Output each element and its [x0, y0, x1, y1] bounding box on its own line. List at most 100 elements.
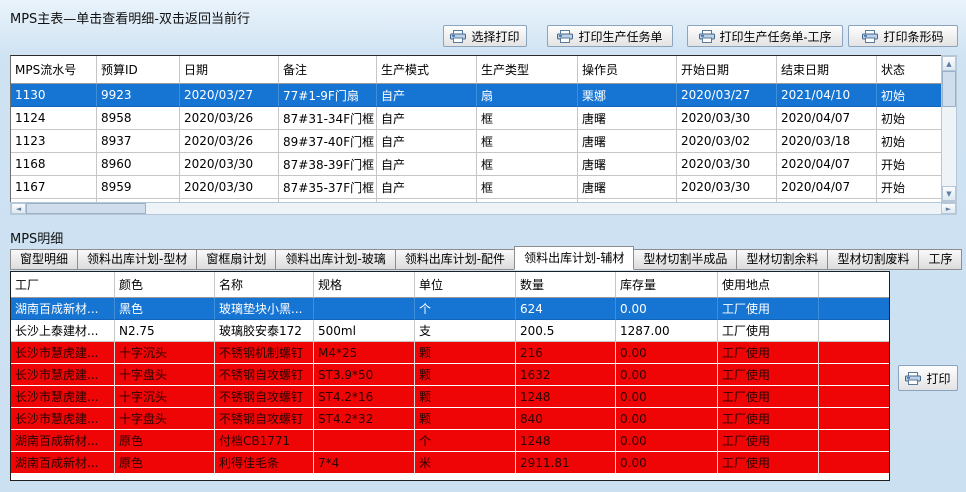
detail-col-header-7[interactable]: 使用地点 — [718, 272, 819, 298]
mps-partial-cell — [578, 199, 677, 203]
detail-table-row[interactable]: 长沙市慧虎建... 十字盘头 不锈钢自攻螺钉 ST3.9*50 颗 1632 0.00 工厂使… — [11, 364, 889, 386]
mps-cell-r3c4: 自产 — [377, 153, 477, 176]
mps-col-header-5[interactable]: 生产类型 — [477, 56, 578, 84]
detail-cell-r0c7: 工厂使用 — [718, 298, 819, 320]
mps-col-header-0[interactable]: MPS流水号 — [11, 56, 97, 84]
mps-cell-r2c4: 自产 — [377, 130, 477, 153]
mps-master-body: 1130 9923 2020/03/27 77#1-9F门扇 自产扇栗娜 2020/03/… — [11, 84, 942, 203]
button-label: 打印生产任务单 — [578, 29, 663, 44]
detail-cell-r6c7: 工厂使用 — [718, 430, 819, 452]
mps-cell-r2c8: 2020/03/18 — [777, 130, 877, 153]
scroll-right-icon[interactable]: ► — [941, 203, 956, 214]
detail-table-row[interactable]: 长沙市慧虎建... 十字沉头 不锈钢机制螺钉 M4*25 颗 216 0.00 工厂使用 — [11, 342, 889, 364]
detail-cell-r7c1: 原色 — [115, 452, 215, 474]
scroll-up-icon[interactable]: ▲ — [942, 56, 956, 71]
mps-col-header-7[interactable]: 开始日期 — [677, 56, 777, 84]
mps-cell-r2c0: 1123 — [11, 130, 97, 153]
detail-tab-6[interactable]: 型材切割半成品 — [633, 249, 738, 270]
mps-cell-r1c2: 2020/03/26 — [180, 107, 279, 130]
printer-icon — [557, 29, 574, 43]
mps-cell-r2c3: 89#37-40F门框 — [279, 130, 377, 153]
detail-cell-r7c3: 7*4 — [314, 452, 415, 474]
detail-table-row[interactable]: 长沙市慧虎建... 十字沉头 不锈钢自攻螺钉 ST4.2*16 颗 1248 0.00 工厂使… — [11, 386, 889, 408]
mps-col-header-9[interactable]: 状态 — [877, 56, 942, 84]
detail-cell-r1c2: 玻璃胶安泰172 — [215, 320, 314, 342]
mps-col-header-4[interactable]: 生产模式 — [377, 56, 477, 84]
mps-col-header-1[interactable]: 预算ID — [97, 56, 180, 84]
mps-cell-r0c3: 77#1-9F门扇 — [279, 84, 377, 107]
horizontal-scroll-track[interactable] — [146, 203, 941, 214]
print-task-order-button[interactable]: 打印生产任务单 — [547, 25, 673, 47]
detail-col-header-6[interactable]: 库存量 — [616, 272, 718, 298]
detail-col-header-2[interactable]: 名称 — [215, 272, 314, 298]
detail-table-row[interactable]: 长沙上泰建材... N2.75 玻璃胶安泰172 500ml 支 200.5 1287.00… — [11, 320, 889, 342]
mps-partial-cell — [377, 199, 477, 203]
scroll-left-icon[interactable]: ◄ — [11, 203, 26, 214]
select-print-button[interactable]: 选择打印 — [443, 25, 527, 47]
detail-tab-4[interactable]: 领料出库计划-配件 — [394, 249, 516, 270]
detail-tab-5[interactable]: 领料出库计划-辅材 — [514, 246, 635, 270]
mps-col-header-2[interactable]: 日期 — [180, 56, 279, 84]
detail-tab-0[interactable]: 窗型明细 — [10, 249, 79, 270]
detail-cell-r3c1: 十字盘头 — [115, 364, 215, 386]
detail-tab-2[interactable]: 窗框扇计划 — [196, 249, 277, 270]
detail-table-row[interactable]: 长沙市慧虎建... 十字盘头 不锈钢自攻螺钉 ST4.2*32 颗 840 0.00 工厂使用 — [11, 408, 889, 430]
detail-cell-r3c4: 颗 — [415, 364, 516, 386]
detail-cell-r3c2: 不锈钢自攻螺钉 — [215, 364, 314, 386]
detail-cell-r1c6: 1287.00 — [616, 320, 718, 342]
detail-cell-r3c5: 1632 — [516, 364, 616, 386]
detail-col-header-1[interactable]: 颜色 — [115, 272, 215, 298]
mps-col-header-3[interactable]: 备注 — [279, 56, 377, 84]
detail-table-row[interactable]: 湖南百成新材... 黑色 玻璃垫块小黑... 个 624 0.00 工厂使用 — [11, 298, 889, 320]
mps-partial-cell — [279, 199, 377, 203]
detail-col-header-3[interactable]: 规格 — [314, 272, 415, 298]
detail-tab-9[interactable]: 工序 — [918, 249, 963, 270]
print-task-order-process-button[interactable]: 打印生产任务单-工序 — [687, 25, 843, 47]
detail-col-header-4[interactable]: 单位 — [415, 272, 516, 298]
mps-table-row[interactable]: 1130 9923 2020/03/27 77#1-9F门扇 自产扇栗娜 2020/03/… — [11, 84, 942, 107]
mps-cell-r3c8: 2020/04/07 — [777, 153, 877, 176]
detail-row-filler — [819, 452, 889, 474]
mps-col-header-6[interactable]: 操作员 — [578, 56, 677, 84]
detail-cell-r2c2: 不锈钢机制螺钉 — [215, 342, 314, 364]
mps-horizontal-scrollbar[interactable]: ◄ ► — [10, 202, 957, 215]
mps-table-row[interactable]: 1124 8958 2020/03/26 87#31-34F门框 自产框唐曙 2020/0… — [11, 107, 942, 130]
mps-cell-r3c1: 8960 — [97, 153, 180, 176]
mps-cell-r2c9: 初始 — [877, 130, 942, 153]
detail-col-header-5[interactable]: 数量 — [516, 272, 616, 298]
detail-table-row[interactable]: 湖南百成新材... 原色 利得佳毛条 7*4 米 2911.81 0.00 工厂使用 — [11, 452, 889, 474]
mps-partial-cell — [777, 199, 877, 203]
mps-partial-cell — [677, 199, 777, 203]
mps-cell-r3c6: 唐曙 — [578, 153, 677, 176]
scroll-down-icon[interactable]: ▼ — [942, 186, 956, 201]
detail-print-button[interactable]: 打印 — [898, 365, 958, 391]
detail-header-row: 工厂 颜色 名称 规格 单位 数量 库存量 使用地点 — [11, 272, 889, 298]
detail-cell-r4c0: 长沙市慧虎建... — [11, 386, 115, 408]
mps-partial-cell — [97, 199, 180, 203]
mps-partial-row[interactable] — [11, 199, 942, 203]
horizontal-scroll-thumb[interactable] — [26, 203, 146, 214]
detail-col-header-0[interactable]: 工厂 — [11, 272, 115, 298]
mps-cell-r0c4: 自产 — [377, 84, 477, 107]
mps-col-header-8[interactable]: 结束日期 — [777, 56, 877, 84]
mps-cell-r4c3: 87#35-37F门框 — [279, 176, 377, 199]
vertical-scroll-track[interactable] — [942, 107, 956, 186]
detail-table-row[interactable]: 湖南百成新材... 原色 付档CB1771 个 1248 0.00 工厂使用 — [11, 430, 889, 452]
detail-cell-r1c4: 支 — [415, 320, 516, 342]
print-barcode-button[interactable]: 打印条形码 — [848, 25, 958, 47]
mps-cell-r3c7: 2020/03/30 — [677, 153, 777, 176]
mps-cell-r2c5: 框 — [477, 130, 578, 153]
mps-table-row[interactable]: 1168 8960 2020/03/30 87#38-39F门框 自产框唐曙 2020/0… — [11, 153, 942, 176]
detail-cell-r2c5: 216 — [516, 342, 616, 364]
mps-table-row[interactable]: 1167 8959 2020/03/30 87#35-37F门框 自产框唐曙 2020/0… — [11, 176, 942, 199]
detail-tab-1[interactable]: 领料出库计划-型材 — [77, 249, 198, 270]
mps-vertical-scrollbar[interactable]: ▲ ▼ — [941, 55, 957, 202]
detail-tab-7[interactable]: 型材切割余料 — [736, 249, 829, 270]
detail-header-filler — [819, 272, 889, 298]
detail-cell-r1c1: N2.75 — [115, 320, 215, 342]
vertical-scroll-thumb[interactable] — [942, 71, 956, 107]
detail-tab-8[interactable]: 型材切割废料 — [827, 249, 920, 270]
detail-tab-3[interactable]: 领料出库计划-玻璃 — [275, 249, 396, 270]
mps-table-row[interactable]: 1123 8937 2020/03/26 89#37-40F门框 自产框唐曙 2020/0… — [11, 130, 942, 153]
mps-cell-r0c8: 2021/04/10 — [777, 84, 877, 107]
